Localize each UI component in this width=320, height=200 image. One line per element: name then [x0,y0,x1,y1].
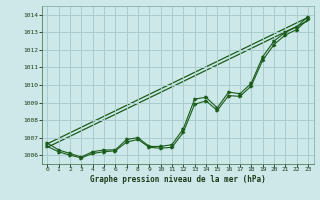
X-axis label: Graphe pression niveau de la mer (hPa): Graphe pression niveau de la mer (hPa) [90,175,266,184]
